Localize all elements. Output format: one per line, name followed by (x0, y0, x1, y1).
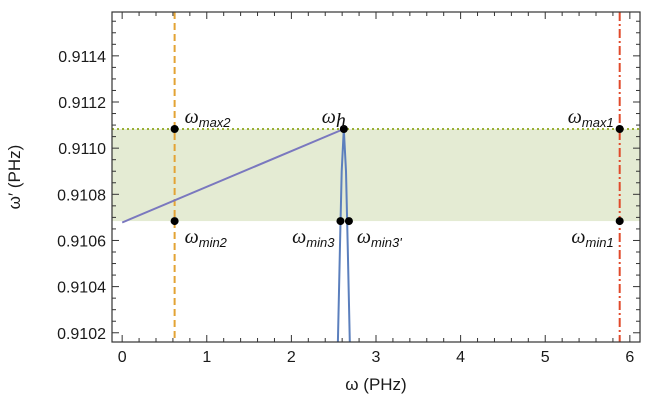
point-label: ωmax2 (185, 106, 232, 130)
x-tick-label: 0 (118, 349, 127, 366)
x-tick-label: 1 (202, 349, 211, 366)
point-label-subscript: max2 (199, 115, 232, 130)
point-label: ωmin3' (357, 226, 402, 250)
point-label: ωmin1 (571, 226, 613, 250)
y-tick-label: 0.9102 (57, 326, 106, 343)
point-label: ωmin3 (292, 226, 335, 250)
data-point (615, 217, 624, 226)
data-point (336, 217, 345, 226)
point-label-subscript: min1 (586, 235, 614, 250)
point-label-subscript: max1 (582, 115, 614, 130)
y-axis-title: ω′ (PHz) (5, 145, 24, 210)
point-label-subscript: min3' (371, 235, 402, 250)
data-point (615, 125, 624, 133)
x-axis-title: ω (PHz) (345, 375, 406, 394)
y-tick-label: 0.9112 (58, 95, 106, 112)
data-point (344, 217, 353, 226)
data-point (170, 125, 179, 133)
point-label: ωmin2 (185, 226, 228, 250)
x-tick-label: 5 (541, 349, 550, 366)
point-label: ωmax1 (568, 106, 614, 130)
series-line-0 (121, 128, 345, 224)
y-tick-label: 0.9108 (57, 187, 106, 204)
x-tick-label: 4 (456, 349, 465, 366)
x-tick-label: 2 (287, 349, 296, 366)
shaded-band (112, 129, 640, 222)
y-tick-label: 0.9110 (58, 141, 106, 158)
point-label-subscript: h (336, 110, 346, 132)
point-label-subscript: min2 (199, 235, 228, 250)
y-tick-label: 0.9114 (58, 49, 106, 66)
data-point (170, 217, 179, 226)
data-point (339, 125, 348, 133)
point-label: ωh (322, 106, 346, 132)
y-tick-label: 0.9106 (57, 233, 106, 250)
x-tick-label: 3 (372, 349, 381, 366)
y-tick-label: 0.9104 (57, 280, 106, 297)
point-label-subscript: min3 (306, 235, 335, 250)
x-tick-label: 6 (625, 349, 634, 366)
